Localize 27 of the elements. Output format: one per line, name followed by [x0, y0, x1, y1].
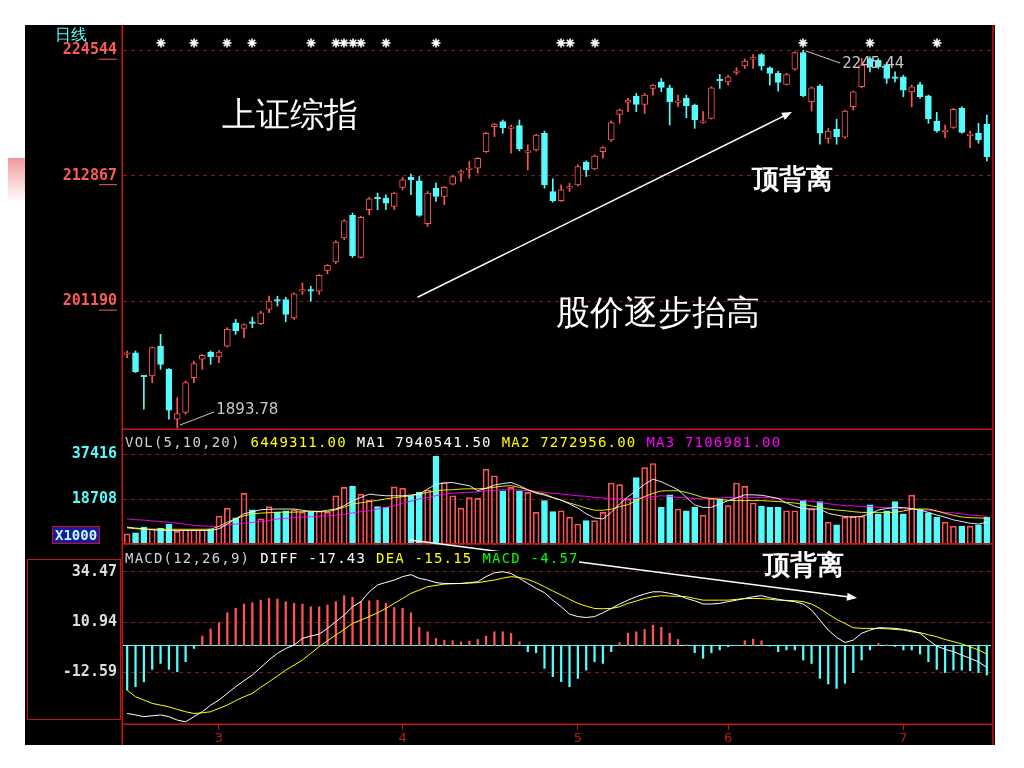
legend-title: MACD(12,26,9) [125, 550, 251, 567]
legend-title: VOL(5,10,20) [125, 434, 241, 451]
text: MA1 7940541.50 [356, 434, 492, 451]
series-label: DIFF -17.43 [260, 550, 367, 567]
x-tick-label: 3 [214, 730, 224, 746]
annotation: 1893.78 [216, 400, 279, 419]
text: MA3 7106981.00 [646, 434, 782, 451]
y-tick-label: 34.47 [71, 561, 117, 580]
y-tick-label: -12.59 [62, 662, 117, 681]
x-tick-label: 7 [899, 730, 908, 746]
y-tick-label: 37416 [71, 444, 117, 463]
annotation: MACD -4.57 [482, 550, 579, 567]
text: 上证综指 [222, 94, 358, 134]
x-tick-label: 6 [723, 730, 733, 746]
y-tick-label: 18708 [71, 489, 117, 508]
y-tick-label: 10.94 [71, 611, 117, 630]
y-axis-title: X1000 [52, 526, 101, 544]
annotation: 顶背离 [763, 549, 844, 580]
annotation: 6449311.00 [250, 434, 347, 451]
annotation: 股价逐步抬高 [556, 292, 760, 332]
x-tick-label: 4 [398, 730, 407, 746]
x-tick-label: 5 [573, 730, 583, 746]
text: MA2 7272956.00 [501, 434, 637, 451]
y-tick-label: 212867 [62, 165, 117, 184]
series-label: DEA -15.15 [376, 550, 473, 567]
annotation: 顶背离 [752, 163, 833, 194]
y-tick-label: 201190 [62, 291, 117, 310]
